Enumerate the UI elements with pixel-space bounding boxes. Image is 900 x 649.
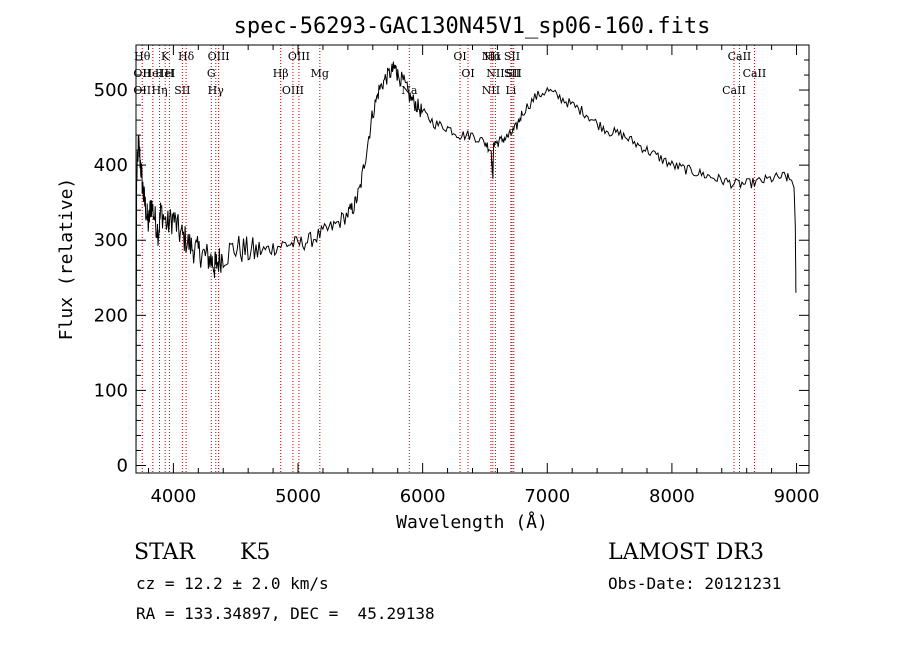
line-label: OIII: [208, 50, 230, 63]
line-label: H: [165, 67, 175, 80]
line-label: SII: [504, 67, 520, 80]
y-tick-label: 500: [94, 80, 128, 101]
survey-name: LAMOST DR3: [608, 540, 764, 565]
x-tick-label: 5000: [275, 486, 321, 507]
x-tick-label: 9000: [774, 486, 820, 507]
y-tick-label: 200: [94, 305, 128, 326]
line-label: HeI: [143, 67, 163, 80]
line-label: Hβ: [273, 67, 289, 80]
line-label: Hα: [484, 50, 502, 63]
y-axis-label: Flux (relative): [56, 178, 77, 341]
line-label: CaII: [743, 67, 767, 80]
line-label: OIII: [288, 50, 310, 63]
spectrum-layer: [135, 61, 797, 466]
redshift-text: cz = 12.2 ± 2.0 km/s: [136, 574, 329, 593]
line-label: CaII: [722, 84, 746, 97]
y-tick-label: 300: [94, 230, 128, 251]
line-label: G: [207, 67, 216, 80]
line-label: NII: [486, 67, 504, 80]
axis-ticks: 4000 5000 6000 7000 8000 9000 0 100 200 300 400 500: [94, 45, 820, 507]
x-axis-label: Wavelength (Å): [396, 511, 548, 533]
y-tick-label: 0: [117, 455, 128, 476]
line-label: SII: [504, 50, 520, 63]
line-label: K: [161, 50, 170, 63]
line-label: Hθ: [134, 50, 151, 63]
spectral-subclass: K5: [240, 540, 271, 565]
x-tick-label: 8000: [649, 486, 695, 507]
y-tick-label: 400: [94, 155, 128, 176]
line-label: NII: [482, 50, 500, 63]
line-label: Mg: [311, 67, 329, 80]
line-label: Hγ: [208, 84, 225, 97]
line-label: HeI: [155, 67, 175, 80]
line-label: NII: [482, 84, 500, 97]
line-label: OI: [453, 50, 466, 63]
plot-frame: [135, 44, 810, 474]
line-label: CaII: [728, 50, 752, 63]
x-tick-label: 7000: [524, 486, 570, 507]
y-tick-label: 100: [94, 380, 128, 401]
object-class: STAR: [134, 540, 195, 565]
line-label: Li: [505, 84, 516, 97]
line-label: Na: [401, 84, 418, 97]
x-tick-label: 6000: [400, 486, 446, 507]
line-label: OIII: [282, 84, 304, 97]
spectrum-line: [135, 61, 797, 466]
x-tick-label: 4000: [150, 486, 196, 507]
line-label: OI: [461, 67, 474, 80]
line-label: Hδ: [178, 50, 195, 63]
line-markers: HθOIIOIIHeIHηKHeIHSIIHδGHγOIIIHβOIIIOIII…: [133, 45, 766, 473]
line-label: SII: [174, 84, 190, 97]
line-label: OII: [133, 67, 151, 80]
obs-date: Obs-Date: 20121231: [608, 574, 782, 593]
chart-title: spec-56293-GAC130N45V1_sp06-160.fits: [234, 14, 711, 39]
coordinates-text: RA = 133.34897, DEC = 45.29138: [136, 604, 435, 623]
line-label: Hη: [151, 84, 167, 97]
line-label: SII: [506, 67, 522, 80]
